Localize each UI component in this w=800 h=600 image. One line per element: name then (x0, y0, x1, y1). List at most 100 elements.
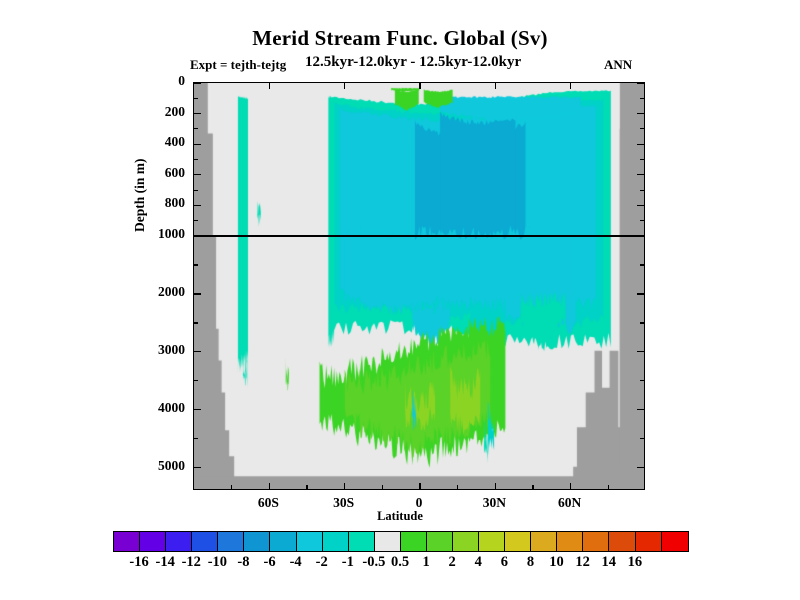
x-tick (344, 483, 346, 489)
colorbar-tick-label: -8 (237, 554, 250, 570)
colorbar-swatch (583, 532, 610, 551)
y-minor-tick (640, 380, 644, 382)
y-tick (194, 174, 201, 176)
y-minor-tick (194, 158, 198, 161)
colorbar-tick-label: -14 (155, 554, 175, 570)
colorbar-tick-label: 2 (448, 554, 456, 570)
y-tick (637, 143, 644, 145)
y-tick (194, 351, 201, 353)
y-minor-tick (640, 158, 644, 161)
y-minor-tick (640, 189, 644, 191)
y-tick (194, 467, 201, 469)
x-tick (419, 83, 421, 89)
season-label: ANN (604, 57, 633, 72)
colorbar-swatch (218, 532, 245, 551)
x-tick (494, 83, 496, 89)
colorbar-swatch (453, 532, 480, 551)
colorbar: -16 -14 -12 -10 -8 -6 -4 -2 -1 -0.5 0.5 1 2 4 6 8 10 12 14… (113, 531, 689, 574)
y-minor-tick (640, 128, 644, 130)
y-tick (194, 409, 201, 411)
x-tick-label: 60S (257, 495, 279, 510)
x-tick (419, 483, 421, 489)
x-minor-tick (532, 485, 534, 489)
x-axis-title: Latitude (377, 509, 423, 523)
colorbar-swatch (166, 532, 193, 551)
x-tick-label: 0 (415, 495, 423, 510)
x-minor-tick (231, 485, 233, 489)
stream-function-plot (193, 82, 645, 490)
experiment-label: Expt = tejth-tejtg (190, 57, 287, 72)
colorbar-swatch (505, 532, 532, 551)
y-tick-label: 200 (164, 103, 185, 119)
y-tick-label: 400 (164, 134, 185, 150)
x-tick (570, 483, 572, 489)
y-tick (194, 204, 201, 206)
colorbar-swatch (374, 532, 401, 551)
colorbar-swatch (635, 532, 662, 551)
x-tick (494, 483, 496, 489)
colorbar-swatches (113, 531, 689, 552)
colorbar-tick-label: -10 (207, 554, 228, 570)
colorbar-swatch (400, 532, 427, 551)
contour-field (194, 83, 644, 489)
y-tick-label: 1000 (158, 226, 185, 241)
colorbar-tick-label: 6 (500, 554, 508, 570)
colorbar-swatch (479, 532, 506, 551)
colorbar-tick-label: -16 (129, 554, 149, 570)
y-minor-tick (640, 438, 644, 440)
y-tick (637, 293, 644, 295)
colorbar-tick-label: -1 (341, 554, 354, 570)
y-tick-label: 2000 (158, 283, 185, 299)
colorbar-tick-label: -4 (289, 554, 302, 570)
x-tick (570, 83, 572, 89)
colorbar-tick-label: 14 (601, 554, 616, 570)
y-tick (637, 113, 644, 115)
y-tick (637, 83, 644, 84)
y-tick-label: 5000 (158, 457, 185, 473)
x-tick-label: 30N (482, 495, 506, 510)
x-minor-tick (457, 485, 459, 489)
y-tick-label: 600 (164, 164, 185, 180)
y-tick (194, 83, 201, 84)
colorbar-tick-label: -6 (263, 554, 276, 570)
x-minor-tick (607, 485, 609, 489)
colorbar-tick-label: 8 (526, 554, 535, 570)
colorbar-swatch (322, 532, 349, 551)
y-minor-tick (194, 128, 198, 130)
y-tick (637, 467, 644, 469)
x-minor-tick (306, 485, 308, 489)
x-tick-label: 60N (558, 495, 582, 510)
y-minor-tick (640, 220, 644, 222)
y-tick (637, 174, 644, 176)
period-label: 12.5kyr-12.0kyr - 12.5kyr-12.0kyr (305, 54, 522, 70)
colorbar-swatch (270, 532, 297, 551)
y-minor-tick (640, 264, 644, 266)
y-tick-label: 4000 (158, 399, 185, 415)
colorbar-labels: -16 -14 -12 -10 -8 -6 -4 -2 -1 -0.5 0.5 1 2 4 6 8 10 12 14… (113, 552, 689, 574)
y-tick (194, 113, 201, 115)
y-tick (637, 204, 644, 206)
y-tick-label: 0 (178, 73, 185, 88)
y-minor-tick (640, 322, 644, 324)
colorbar-swatch (557, 532, 584, 551)
colorbar-tick-label: 4 (474, 554, 482, 570)
y-tick (637, 351, 644, 353)
y-minor-tick (194, 264, 198, 266)
page-title: Merid Stream Func. Global (Sv) (252, 26, 548, 50)
colorbar-swatch (609, 532, 636, 551)
colorbar-swatch (192, 532, 219, 551)
colorbar-swatch (531, 532, 558, 551)
y-minor-tick (194, 322, 198, 324)
y-minor-tick (194, 438, 198, 440)
y-minor-tick (194, 189, 198, 191)
y-tick (637, 235, 644, 237)
colorbar-tick-label: 0.5 (390, 554, 410, 570)
x-minor-tick (381, 485, 383, 489)
colorbar-swatch (348, 532, 375, 551)
colorbar-tick-label: 10 (549, 554, 564, 570)
colorbar-tick-label: -0.5 (362, 554, 386, 570)
colorbar-tick-label: 1 (422, 554, 430, 570)
colorbar-swatch (140, 532, 167, 551)
colorbar-swatch (296, 532, 323, 551)
